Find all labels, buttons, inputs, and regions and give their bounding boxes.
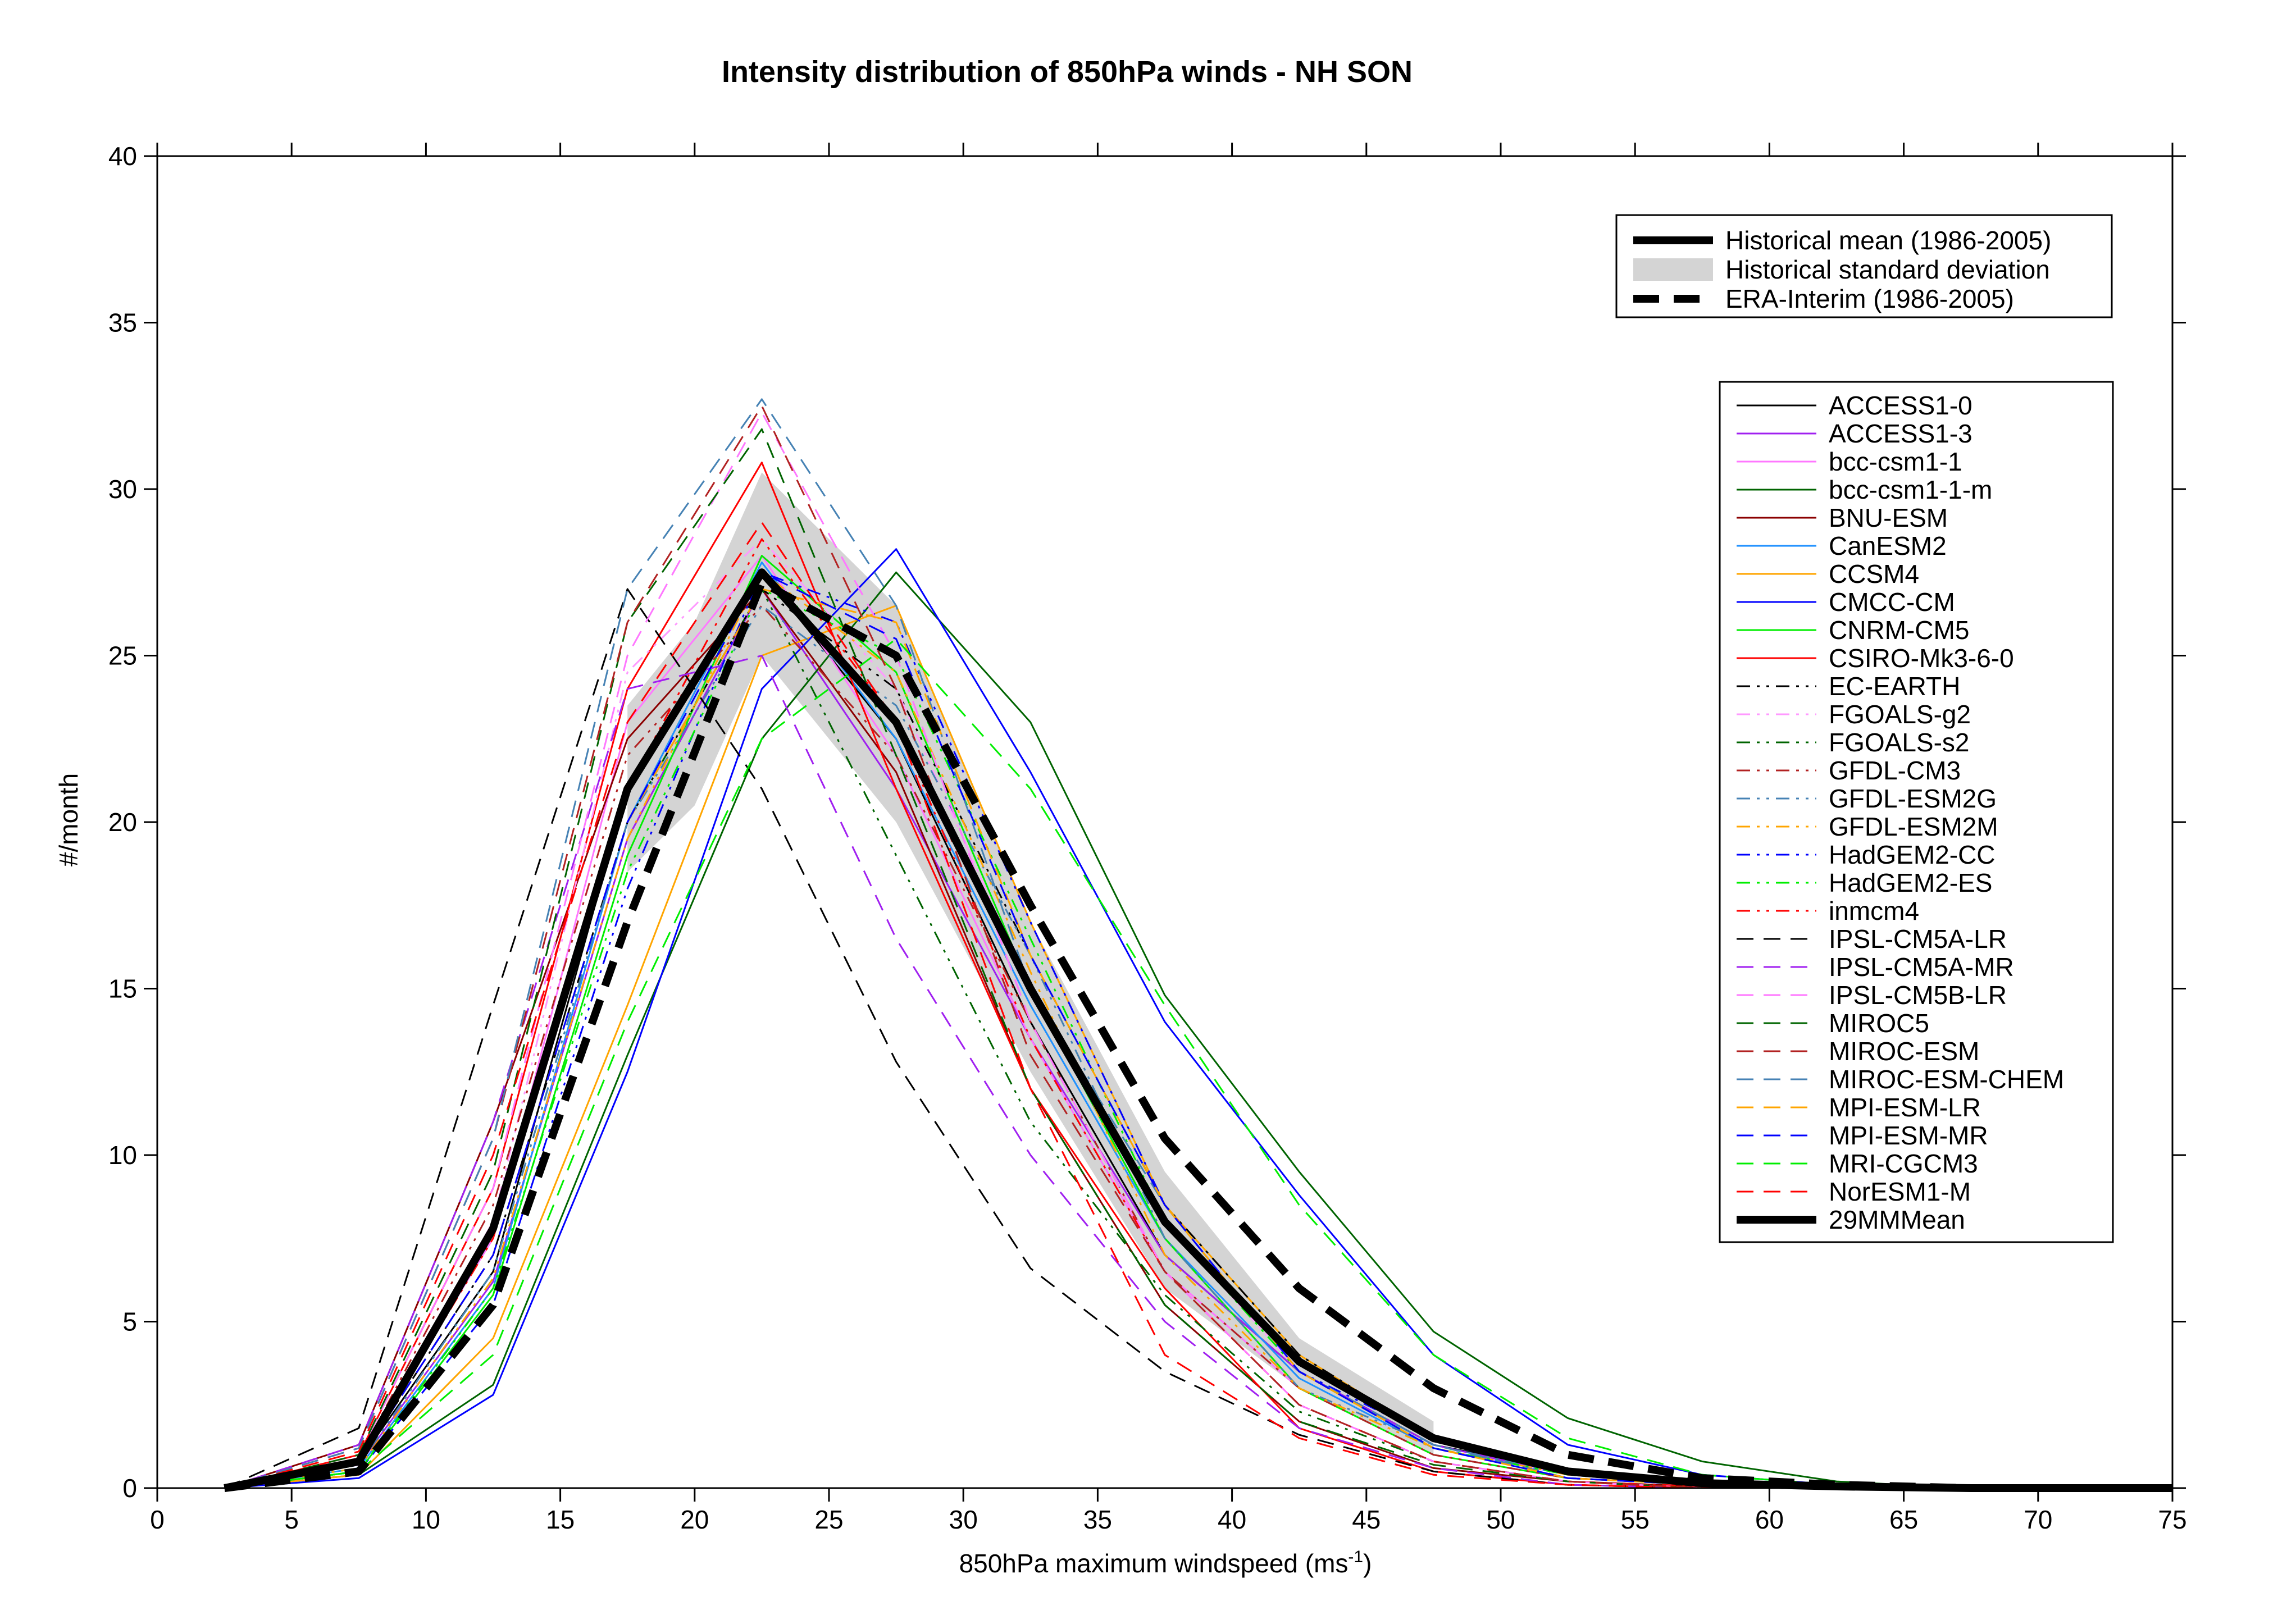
model-legend-label: CSIRO-Mk3-6-0 <box>1829 644 2014 673</box>
reference-legend-label: Historical standard deviation <box>1725 255 2050 284</box>
x-tick-label: 55 <box>1621 1505 1650 1534</box>
model-legend-label: MPI-ESM-LR <box>1829 1093 1981 1122</box>
model-legend-label: bcc-csm1-1 <box>1829 447 1962 476</box>
model-legend-box <box>1719 381 2114 1243</box>
model-legend-label: GFDL-CM3 <box>1829 756 1961 785</box>
model-legend-label: ACCESS1-0 <box>1829 391 1972 420</box>
model-legend: ACCESS1-0ACCESS1-3bcc-csm1-1bcc-csm1-1-m… <box>1719 381 2114 1243</box>
model-legend-label: MIROC-ESM <box>1829 1037 1979 1066</box>
model-legend-label: MRI-CGCM3 <box>1829 1149 1978 1178</box>
x-tick-label: 25 <box>814 1505 843 1534</box>
series-noresm1-m <box>224 521 2172 1489</box>
x-tick-label: 75 <box>2158 1505 2186 1534</box>
x-tick-label: 65 <box>1889 1505 1918 1534</box>
x-tick-label: 15 <box>546 1505 575 1534</box>
model-legend-label: FGOALS-s2 <box>1829 728 1970 757</box>
model-legend-label: IPSL-CM5A-MR <box>1829 952 2014 982</box>
y-axis-label: #/month <box>54 773 83 866</box>
y-tick-label: 25 <box>108 641 137 670</box>
chart-title: Intensity distribution of 850hPa winds -… <box>722 55 1413 89</box>
x-tick-label: 30 <box>949 1505 978 1534</box>
reference-legend: Historical mean (1986-2005)Historical st… <box>1615 214 2113 318</box>
model-legend-label: HadGEM2-ES <box>1829 868 1992 897</box>
model-legend-label: ACCESS1-3 <box>1829 419 1972 448</box>
y-tick-label: 30 <box>108 475 137 504</box>
x-tick-label: 20 <box>680 1505 709 1534</box>
model-legend-label: MPI-ESM-MR <box>1829 1121 1988 1150</box>
y-tick-label: 0 <box>122 1474 137 1503</box>
std-band-layer <box>627 472 1434 1455</box>
x-tick-label: 35 <box>1083 1505 1112 1534</box>
model-legend-label: CanESM2 <box>1829 531 1947 560</box>
legend-swatch-band <box>1633 258 1713 281</box>
reference-legend-label: ERA-Interim (1986-2005) <box>1725 284 2014 313</box>
x-tick-label: 5 <box>284 1505 299 1534</box>
y-tick-label: 5 <box>122 1307 137 1336</box>
model-legend-label: MIROC5 <box>1829 1009 1929 1038</box>
x-tick-label: 45 <box>1352 1505 1381 1534</box>
y-tick-label: 40 <box>108 142 137 171</box>
x-tick-label: 70 <box>2024 1505 2052 1534</box>
model-legend-label: inmcm4 <box>1829 896 1919 925</box>
model-legend-label: IPSL-CM5A-LR <box>1829 924 2007 954</box>
model-legend-label: GFDL-ESM2G <box>1829 784 1997 813</box>
model-legend-label: BNU-ESM <box>1829 503 1948 532</box>
x-tick-label: 0 <box>150 1505 165 1534</box>
x-tick-label: 50 <box>1486 1505 1515 1534</box>
series-miroc5 <box>224 428 2172 1489</box>
y-axis: 0 5 10 15 20 25 30 35 40 <box>108 142 2186 1503</box>
model-legend-label: 29MMMean <box>1829 1205 1965 1234</box>
reference-legend-label: Historical mean (1986-2005) <box>1725 226 2051 255</box>
model-legend-label: GFDL-ESM2M <box>1829 812 1998 841</box>
model-legend-label: NorESM1-M <box>1829 1177 1971 1206</box>
model-legend-label: FGOALS-g2 <box>1829 700 1971 729</box>
model-legend-label: CNRM-CM5 <box>1829 615 1969 645</box>
model-legend-label: MIROC-ESM-CHEM <box>1829 1065 2064 1094</box>
series-ec-earth <box>224 588 2172 1489</box>
y-tick-label: 10 <box>108 1141 137 1170</box>
model-legend-label: HadGEM2-CC <box>1829 840 1996 869</box>
model-legend-label: bcc-csm1-1-m <box>1829 475 1992 504</box>
x-axis-label: 850hPa maximum windspeed (ms-1) <box>959 1548 1372 1578</box>
x-axis: 0 5 10 15 20 25 30 35 40 45 50 55 60 65 70 75 <box>150 143 2187 1534</box>
x-tick-label: 60 <box>1755 1505 1784 1534</box>
x-tick-label: 10 <box>412 1505 440 1534</box>
model-legend-label: CMCC-CM <box>1829 587 1955 617</box>
y-tick-label: 20 <box>108 808 137 837</box>
series-ipsl-cm5a-lr <box>224 588 2172 1489</box>
model-legend-label: EC-EARTH <box>1829 672 1960 701</box>
x-tick-label: 40 <box>1218 1505 1246 1534</box>
std-deviation-band <box>627 472 1434 1455</box>
y-tick-label: 35 <box>108 308 137 337</box>
model-legend-label: CCSM4 <box>1829 559 1919 589</box>
y-tick-label: 15 <box>108 974 137 1003</box>
model-legend-label: IPSL-CM5B-LR <box>1829 980 2007 1010</box>
